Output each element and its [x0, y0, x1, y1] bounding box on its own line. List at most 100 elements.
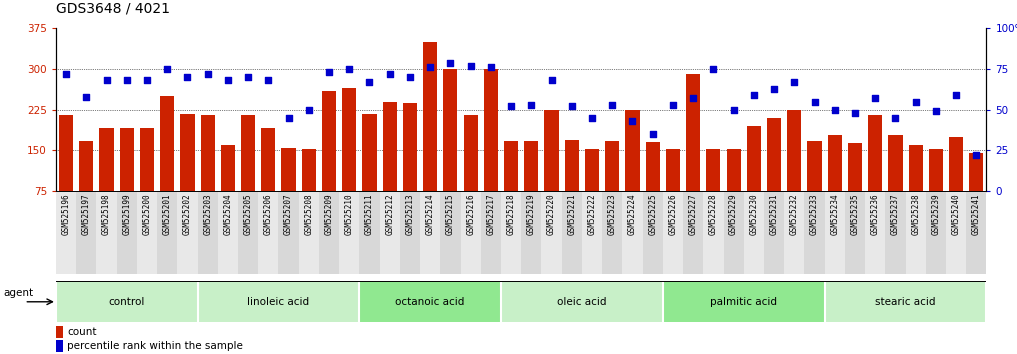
Bar — [461, 191, 481, 274]
Text: percentile rank within the sample: percentile rank within the sample — [67, 341, 243, 351]
Bar — [683, 191, 704, 274]
Text: GSM525220: GSM525220 — [547, 194, 556, 235]
Bar — [339, 191, 359, 274]
Text: GSM525201: GSM525201 — [163, 194, 172, 235]
Bar — [723, 191, 743, 274]
Point — [725, 107, 741, 113]
Text: control: control — [109, 297, 145, 307]
Text: GSM525233: GSM525233 — [810, 194, 819, 235]
Point — [584, 115, 600, 121]
Point — [301, 107, 317, 113]
Bar — [865, 191, 886, 274]
Text: GSM525234: GSM525234 — [830, 194, 839, 235]
Bar — [97, 191, 117, 274]
Point — [220, 78, 236, 83]
Bar — [501, 281, 663, 322]
Point — [645, 131, 661, 137]
Point — [260, 78, 277, 83]
Bar — [707, 149, 720, 191]
Point — [240, 74, 256, 80]
Bar — [177, 191, 197, 274]
Bar — [807, 141, 822, 191]
Text: GSM525224: GSM525224 — [627, 194, 637, 235]
Point — [503, 104, 520, 109]
Bar — [359, 281, 501, 322]
Text: GSM525210: GSM525210 — [345, 194, 354, 235]
Text: GSM525211: GSM525211 — [365, 194, 374, 235]
Text: oleic acid: oleic acid — [557, 297, 607, 307]
Bar — [889, 135, 902, 191]
Text: GSM525196: GSM525196 — [62, 194, 70, 235]
Text: GSM525205: GSM525205 — [244, 194, 252, 235]
Bar — [261, 128, 276, 191]
Bar — [76, 191, 97, 274]
Bar — [59, 115, 73, 191]
Bar — [949, 137, 963, 191]
Bar — [544, 110, 558, 191]
Bar — [561, 191, 582, 274]
Bar — [56, 340, 63, 353]
Text: GSM525229: GSM525229 — [729, 194, 738, 235]
Bar — [379, 191, 400, 274]
Bar — [258, 191, 279, 274]
Bar — [279, 191, 299, 274]
Bar — [423, 42, 437, 191]
Point — [402, 74, 418, 80]
Bar — [180, 114, 194, 191]
Bar — [767, 118, 781, 191]
Text: GSM525213: GSM525213 — [406, 194, 415, 235]
Bar — [319, 191, 339, 274]
Point — [827, 107, 843, 113]
Bar — [481, 191, 501, 274]
Bar — [302, 149, 316, 191]
Bar — [845, 191, 865, 274]
Bar — [784, 191, 804, 274]
Bar — [342, 88, 356, 191]
Bar — [362, 114, 376, 191]
Text: GDS3648 / 4021: GDS3648 / 4021 — [56, 1, 170, 15]
Point — [806, 99, 823, 104]
Point — [604, 102, 620, 108]
Text: palmitic acid: palmitic acid — [710, 297, 777, 307]
Text: GSM525212: GSM525212 — [385, 194, 395, 235]
Text: GSM525209: GSM525209 — [324, 194, 334, 235]
Bar — [746, 126, 761, 191]
Text: GSM525202: GSM525202 — [183, 194, 192, 235]
Text: GSM525206: GSM525206 — [263, 194, 273, 235]
Text: GSM525217: GSM525217 — [486, 194, 495, 235]
Bar — [160, 96, 174, 191]
Point — [928, 109, 944, 114]
Point — [563, 104, 580, 109]
Point — [786, 79, 802, 85]
Point — [321, 69, 338, 75]
Bar — [299, 191, 319, 274]
Bar — [764, 191, 784, 274]
Bar — [282, 148, 296, 191]
Text: count: count — [67, 327, 97, 337]
Bar — [200, 115, 215, 191]
Bar — [646, 142, 660, 191]
Bar — [804, 191, 825, 274]
Text: GSM525200: GSM525200 — [142, 194, 152, 235]
Bar — [241, 115, 255, 191]
Point — [523, 102, 539, 108]
Text: GSM525218: GSM525218 — [506, 194, 516, 235]
Text: GSM525216: GSM525216 — [466, 194, 475, 235]
Bar — [400, 191, 420, 274]
Bar — [585, 149, 599, 191]
Bar — [869, 115, 883, 191]
Text: GSM525228: GSM525228 — [709, 194, 718, 235]
Point — [685, 96, 702, 101]
Text: GSM525197: GSM525197 — [81, 194, 91, 235]
Point — [766, 86, 782, 91]
Bar — [602, 191, 622, 274]
Bar — [663, 191, 683, 274]
Text: GSM525238: GSM525238 — [911, 194, 920, 235]
Point — [948, 92, 964, 98]
Point — [463, 63, 479, 69]
Text: GSM525237: GSM525237 — [891, 194, 900, 235]
Bar — [504, 141, 519, 191]
Bar — [140, 128, 154, 191]
Bar — [605, 141, 619, 191]
Bar — [403, 103, 417, 191]
